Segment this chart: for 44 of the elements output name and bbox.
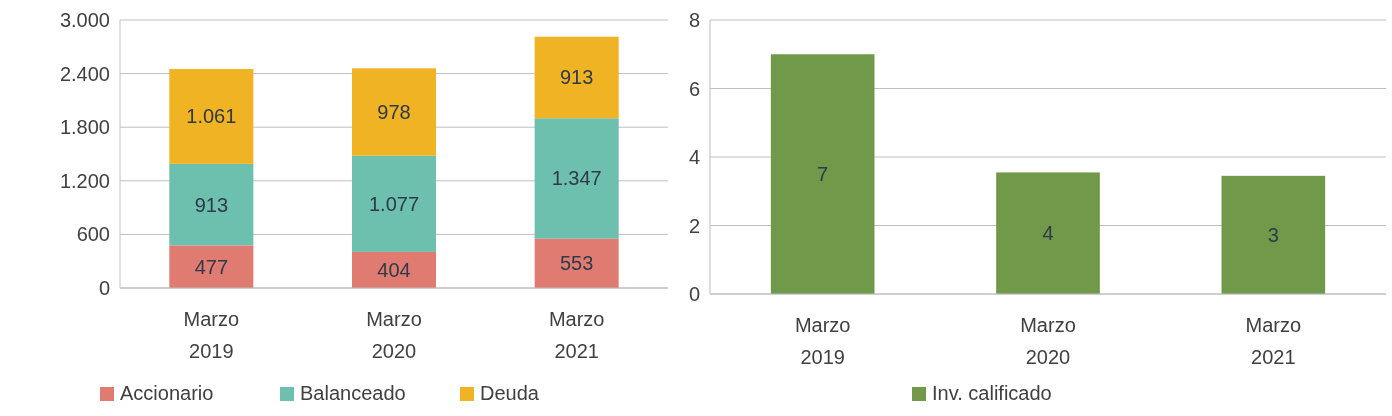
bar <box>169 245 254 288</box>
data-label: 978 <box>377 101 411 124</box>
x-tick-label: Marzo 2019 <box>183 308 240 362</box>
data-label: 1.061 <box>186 105 237 128</box>
y-tick-label: 1.200 <box>59 169 110 192</box>
x-tick-label: Marzo 2021 <box>548 308 605 362</box>
bar <box>1221 175 1326 294</box>
data-label: 1.077 <box>368 192 420 215</box>
y-tick-label: 2 <box>688 214 700 237</box>
data-label: 913 <box>559 66 594 89</box>
y-tick-label: 0 <box>98 277 110 299</box>
data-label: 4 <box>1042 222 1054 245</box>
legend-label: Deuda <box>480 382 540 404</box>
y-tick-label: 1.800 <box>59 116 110 139</box>
data-label: 477 <box>194 255 229 278</box>
y-tick-label: 4 <box>688 146 700 168</box>
bar <box>351 155 437 252</box>
data-label: 1.347 <box>551 167 602 190</box>
legend-label: Balanceado <box>300 382 406 404</box>
x-tick-label: Marzo 2020 <box>366 308 422 362</box>
bar <box>169 163 254 246</box>
x-tick-label: Marzo 2020 <box>1020 314 1076 368</box>
bar <box>534 36 619 119</box>
data-label: 7 <box>817 163 829 186</box>
y-tick-label: 3.000 <box>59 9 110 31</box>
bar <box>169 69 254 164</box>
legend-label: Inv. calificado <box>932 382 1052 404</box>
data-label: 553 <box>559 252 594 275</box>
data-label: 404 <box>377 258 411 281</box>
y-tick-label: 0 <box>688 283 700 305</box>
x-tick-label: Marzo 2021 <box>1245 314 1302 368</box>
legend-label: Accionario <box>120 382 214 404</box>
y-tick-label: 6 <box>688 77 700 100</box>
data-label: 3 <box>1267 223 1279 246</box>
y-tick-label: 600 <box>76 223 110 246</box>
bar <box>770 54 875 294</box>
y-tick-label: 8 <box>688 9 700 31</box>
bar <box>351 68 437 156</box>
bar <box>534 238 619 288</box>
x-tick-label: Marzo 2019 <box>794 314 851 368</box>
bar <box>534 118 619 239</box>
data-label: 913 <box>194 193 229 216</box>
bar <box>996 172 1100 294</box>
y-tick-label: 2.400 <box>59 62 110 85</box>
